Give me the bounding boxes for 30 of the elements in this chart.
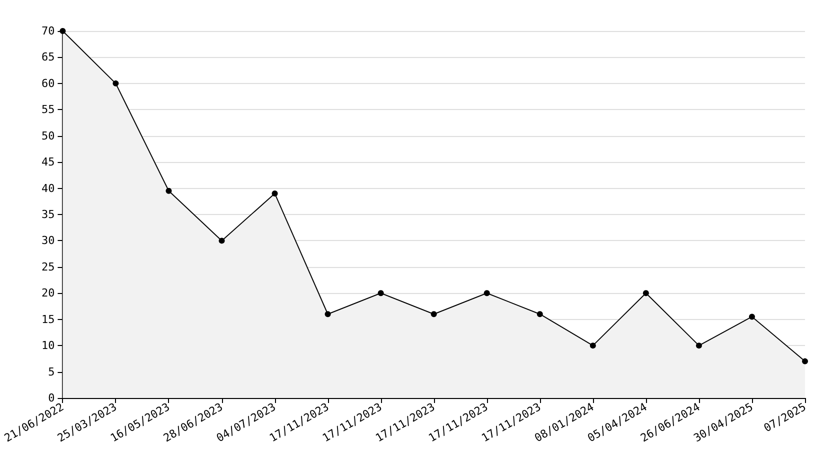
y-tick-label: 0 [48, 392, 55, 404]
y-tick-label: 20 [41, 286, 55, 300]
y-tick-label: 30 [41, 234, 55, 248]
point [484, 290, 490, 296]
y-tick-label: 25 [41, 260, 55, 274]
point [696, 342, 702, 349]
y-tick-label: 40 [41, 182, 55, 195]
y-tick-label: 60 [41, 76, 55, 90]
y-tick-label: 55 [41, 103, 55, 116]
point [112, 80, 119, 86]
point [378, 290, 384, 296]
point [166, 188, 172, 194]
point [430, 311, 437, 318]
y-tick-label: 45 [41, 156, 55, 169]
point [590, 342, 596, 349]
point [748, 314, 755, 320]
point [536, 311, 543, 318]
point [642, 290, 649, 296]
point [324, 311, 331, 318]
point [218, 238, 225, 244]
y-tick-label: 50 [41, 129, 55, 142]
y-tick-label: 10 [41, 339, 55, 352]
y-tick-label: 5 [48, 365, 55, 378]
y-tick-label: 15 [41, 312, 55, 326]
point [802, 358, 808, 364]
y-tick-label: 65 [41, 50, 55, 64]
point [272, 190, 278, 197]
y-tick-label: 70 [41, 24, 55, 38]
y-tick-label: 35 [41, 208, 55, 221]
point [60, 28, 66, 34]
